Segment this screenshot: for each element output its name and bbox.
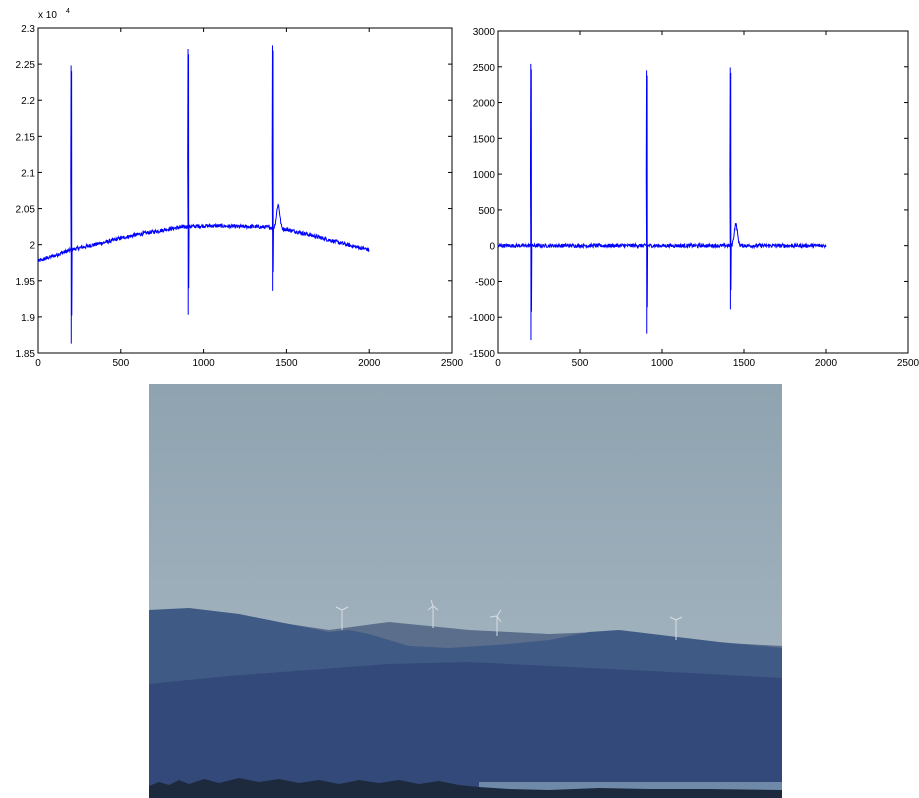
y-tick-label: 1.9 [21, 313, 35, 324]
signal-line [497, 63, 827, 341]
x-tick-label: 1000 [651, 358, 674, 369]
y-tick-label: 2000 [473, 99, 496, 110]
x-tick-label: 2500 [441, 358, 464, 369]
y-tick-label: -1000 [469, 313, 495, 324]
x-tick-label: 1500 [275, 358, 298, 369]
chart-right: 0 500 1000 1500 2000 2500 -1500 -1000 -500 0 500 10… [469, 27, 919, 369]
y-tick-label: -1500 [469, 349, 495, 360]
y-tick-label: 1.85 [16, 349, 36, 360]
x-tick-label: 2500 [897, 358, 919, 369]
x-tick-label: 1500 [733, 358, 756, 369]
signal-line [37, 45, 370, 344]
near-hill [149, 662, 782, 798]
x-tick-label: 0 [35, 358, 41, 369]
x-tick-label: 1000 [192, 358, 215, 369]
y-tick-label: 1.95 [16, 277, 36, 288]
lake [479, 782, 782, 790]
x-tick-label: 500 [112, 358, 129, 369]
chart-left: 0 500 1000 1500 2000 2500 1.85 1.9 1.95 2 2.05 2.1 2… [16, 8, 464, 369]
wind-turbine-landscape-photo [149, 384, 782, 798]
y-tick-label: 2 [29, 241, 35, 252]
turbine-icon [669, 616, 683, 640]
y-tick-label: 2.15 [16, 132, 36, 143]
plot-area [497, 30, 909, 354]
y-exponent-label: x 10 [38, 10, 57, 21]
y-tick-label: 2.3 [21, 24, 35, 35]
treeline [149, 778, 782, 798]
y-tick-label: 3000 [473, 27, 496, 38]
y-tick-label: 500 [478, 206, 495, 217]
x-tick-label: 2000 [358, 358, 381, 369]
y-tick-label: 1000 [473, 170, 496, 181]
y-tick-label: 2.25 [16, 60, 36, 71]
plot-area [37, 27, 453, 354]
x-tick-label: 500 [572, 358, 589, 369]
y-tick-label: 2.2 [21, 96, 35, 107]
y-tick-label: 2.05 [16, 205, 36, 216]
y-tick-label: 0 [489, 242, 495, 253]
x-tick-label: 2000 [815, 358, 838, 369]
wind-turbines [335, 599, 683, 640]
x-tick-label: 0 [495, 358, 501, 369]
y-tick-label: -500 [475, 277, 495, 288]
y-tick-label: 2500 [473, 63, 496, 74]
turbine-icon [427, 599, 439, 628]
y-tick-label: 2.1 [21, 168, 35, 179]
y-exponent-power: 4 [66, 8, 70, 15]
y-tick-label: 1500 [473, 134, 496, 145]
turbine-icon [489, 609, 502, 636]
turbine-icon [335, 606, 349, 630]
